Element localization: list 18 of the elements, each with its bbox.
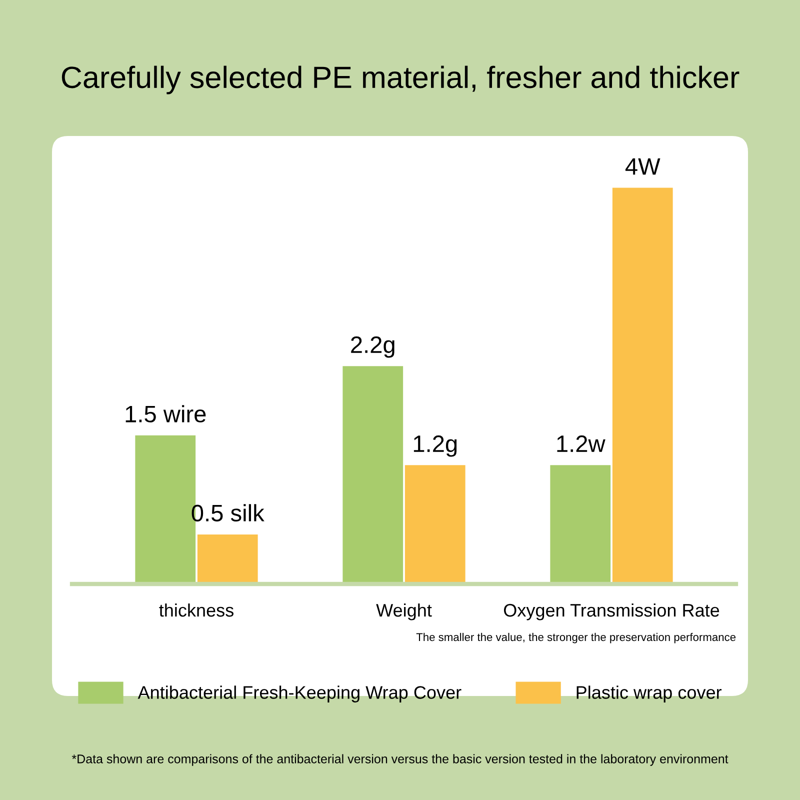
x-tick-label: Oxygen Transmission Rate (504, 603, 720, 620)
chart-title: Carefully selected PE material, fresher and thicker (62, 66, 740, 94)
bar (550, 465, 611, 584)
data-label: 2.2g (351, 336, 394, 358)
data-label: 1.2g (414, 435, 457, 457)
legend-label: Antibacterial Fresh-Keeping Wrap Cover (138, 686, 462, 702)
bar (612, 188, 673, 584)
data-label: 4W (625, 158, 660, 175)
text: The smaller the value, the stronger the preservation performance (416, 632, 736, 644)
data-label: 1.5 wire (126, 405, 206, 422)
bar (342, 366, 404, 584)
bar (197, 534, 258, 584)
bar (404, 465, 466, 584)
x-tick-label: Weight (376, 603, 432, 620)
legend-label: Plastic wrap cover (576, 686, 722, 702)
text: *Data shown are comparisons of the antibacterial version versus the basic version tested in the laboratory environment (72, 754, 728, 766)
x-tick-label: thickness (159, 603, 234, 617)
data-label: 1.2w (557, 435, 606, 452)
